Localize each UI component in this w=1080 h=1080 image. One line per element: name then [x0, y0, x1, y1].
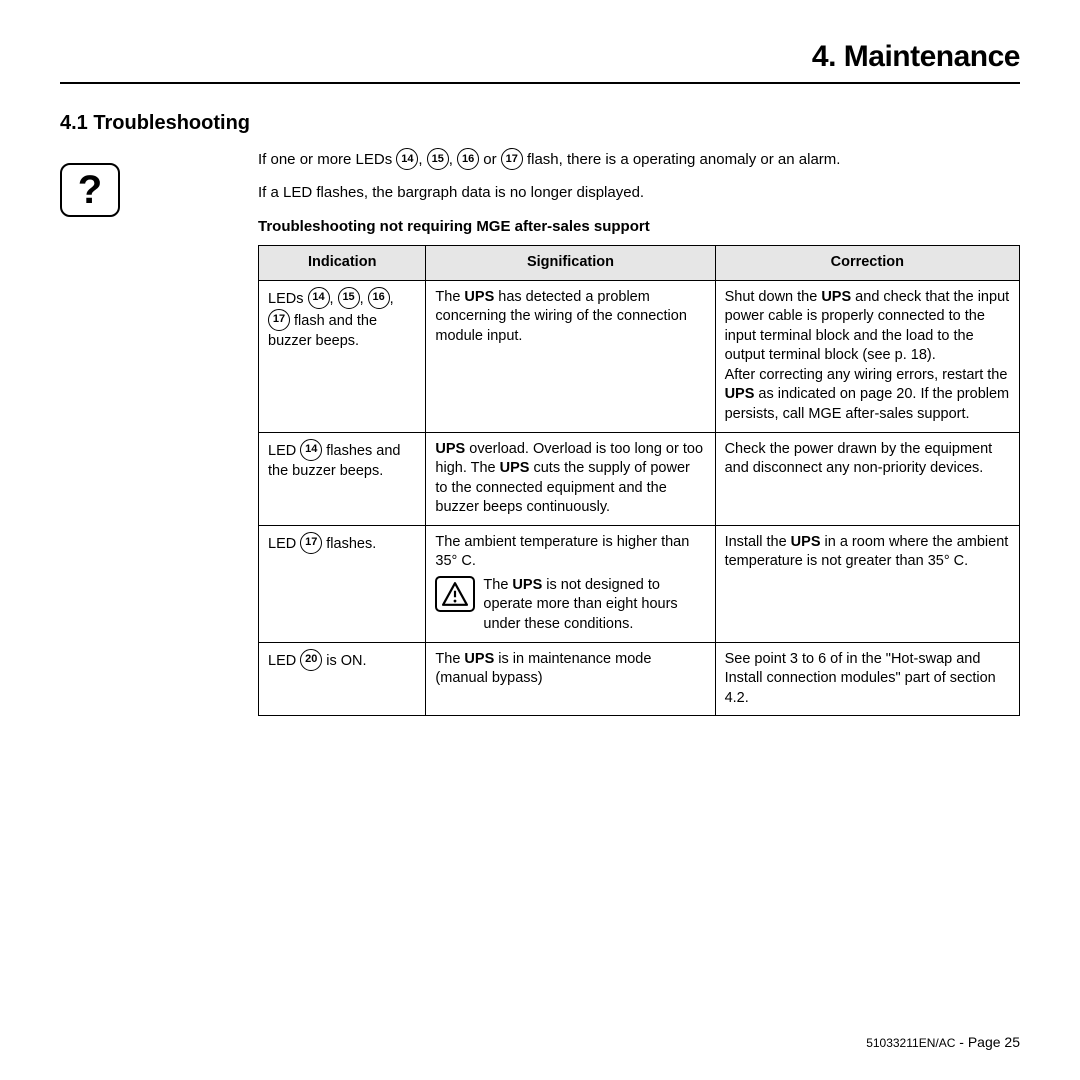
led-marker: 14	[308, 287, 330, 309]
led-marker: 16	[368, 287, 390, 309]
cell-indication: LED 20 is ON.	[259, 642, 426, 716]
cell-correction: Shut down the UPS and check that the inp…	[715, 280, 1019, 432]
bold-ups: UPS	[725, 386, 755, 402]
bold-ups: UPS	[821, 289, 851, 305]
table-row: LED 17 flashes. The ambient temperature …	[259, 525, 1020, 642]
cell-correction: Check the power drawn by the equipment a…	[715, 432, 1019, 525]
led-marker: 15	[338, 287, 360, 309]
chapter-title: 4. Maintenance	[60, 40, 1020, 74]
cell-signification: The UPS has detected a problem concernin…	[426, 280, 715, 432]
bold-ups: UPS	[435, 441, 465, 457]
table-row: LED 20 is ON. The UPS is in maintenance …	[259, 642, 1020, 716]
doc-number: 51033211EN/AC	[866, 1036, 955, 1050]
text: The	[483, 577, 512, 593]
led-marker: 17	[268, 309, 290, 331]
text: After correcting any wiring errors, rest…	[725, 367, 1008, 383]
cell-indication: LED 14 flashes and the buzzer beeps.	[259, 432, 426, 525]
text: ,	[330, 290, 338, 306]
text: LED	[268, 442, 300, 458]
text: flashes.	[322, 536, 376, 552]
question-icon: ?	[60, 163, 120, 217]
text: LEDs	[268, 290, 308, 306]
bold-ups: UPS	[791, 534, 821, 550]
bold-ups: UPS	[464, 651, 494, 667]
bold-ups: UPS	[464, 289, 494, 305]
text: is ON.	[322, 652, 366, 668]
table-caption: Troubleshooting not requiring MGE after-…	[258, 218, 1020, 235]
text: LED	[268, 652, 300, 668]
bold-ups: UPS	[500, 460, 530, 476]
page-number: Page 25	[968, 1034, 1020, 1050]
led-marker: 20	[300, 649, 322, 671]
text: ,	[360, 290, 368, 306]
warning-icon	[435, 576, 475, 612]
text: ,	[449, 151, 457, 168]
led-marker-16: 16	[457, 148, 479, 170]
table-row: LED 14 flashes and the buzzer beeps. UPS…	[259, 432, 1020, 525]
section-title: 4.1 Troubleshooting	[60, 112, 1020, 135]
led-marker-14: 14	[396, 148, 418, 170]
table-header-row: Indication Signification Correction	[259, 246, 1020, 281]
column-header-signification: Signification	[426, 246, 715, 281]
cell-signification: UPS overload. Overload is too long or to…	[426, 432, 715, 525]
warning-text: The UPS is not designed to operate more …	[483, 576, 705, 635]
led-marker-17: 17	[501, 148, 523, 170]
text: The	[435, 651, 464, 667]
page-footer: 51033211EN/AC - Page 25	[866, 1034, 1020, 1050]
text: flash, there is a operating anomaly or a…	[523, 151, 841, 168]
led-marker: 17	[300, 532, 322, 554]
text: The ambient temperature is higher than 3…	[435, 533, 705, 572]
text: The	[435, 289, 464, 305]
cell-correction: See point 3 to 6 of in the "Hot-swap and…	[715, 642, 1019, 716]
text: Install the	[725, 534, 791, 550]
help-icon-container: ?	[60, 149, 130, 217]
text: Shut down the	[725, 289, 822, 305]
intro-paragraph-2: If a LED flashes, the bargraph data is n…	[258, 182, 1020, 205]
led-marker-15: 15	[427, 148, 449, 170]
cell-indication: LEDs 14, 15, 16, 17 flash and the buzzer…	[259, 280, 426, 432]
separator: -	[955, 1034, 967, 1050]
troubleshooting-table: Indication Signification Correction LEDs…	[258, 245, 1020, 716]
horizontal-rule	[60, 82, 1020, 84]
text: LED	[268, 536, 300, 552]
intro-paragraph-1: If one or more LEDs 14, 15, 16 or 17 fla…	[258, 149, 1020, 172]
cell-indication: LED 17 flashes.	[259, 525, 426, 642]
led-marker: 14	[300, 439, 322, 461]
table-row: LEDs 14, 15, 16, 17 flash and the buzzer…	[259, 280, 1020, 432]
cell-correction: Install the UPS in a room where the ambi…	[715, 525, 1019, 642]
text: ,	[390, 290, 394, 306]
cell-signification: The ambient temperature is higher than 3…	[426, 525, 715, 642]
text: as indicated on page 20. If the problem …	[725, 386, 1010, 422]
bold-ups: UPS	[512, 577, 542, 593]
text: or	[479, 151, 501, 168]
column-header-correction: Correction	[715, 246, 1019, 281]
text: ,	[418, 151, 426, 168]
cell-signification: The UPS is in maintenance mode (manual b…	[426, 642, 715, 716]
column-header-indication: Indication	[259, 246, 426, 281]
text: If one or more LEDs	[258, 151, 396, 168]
